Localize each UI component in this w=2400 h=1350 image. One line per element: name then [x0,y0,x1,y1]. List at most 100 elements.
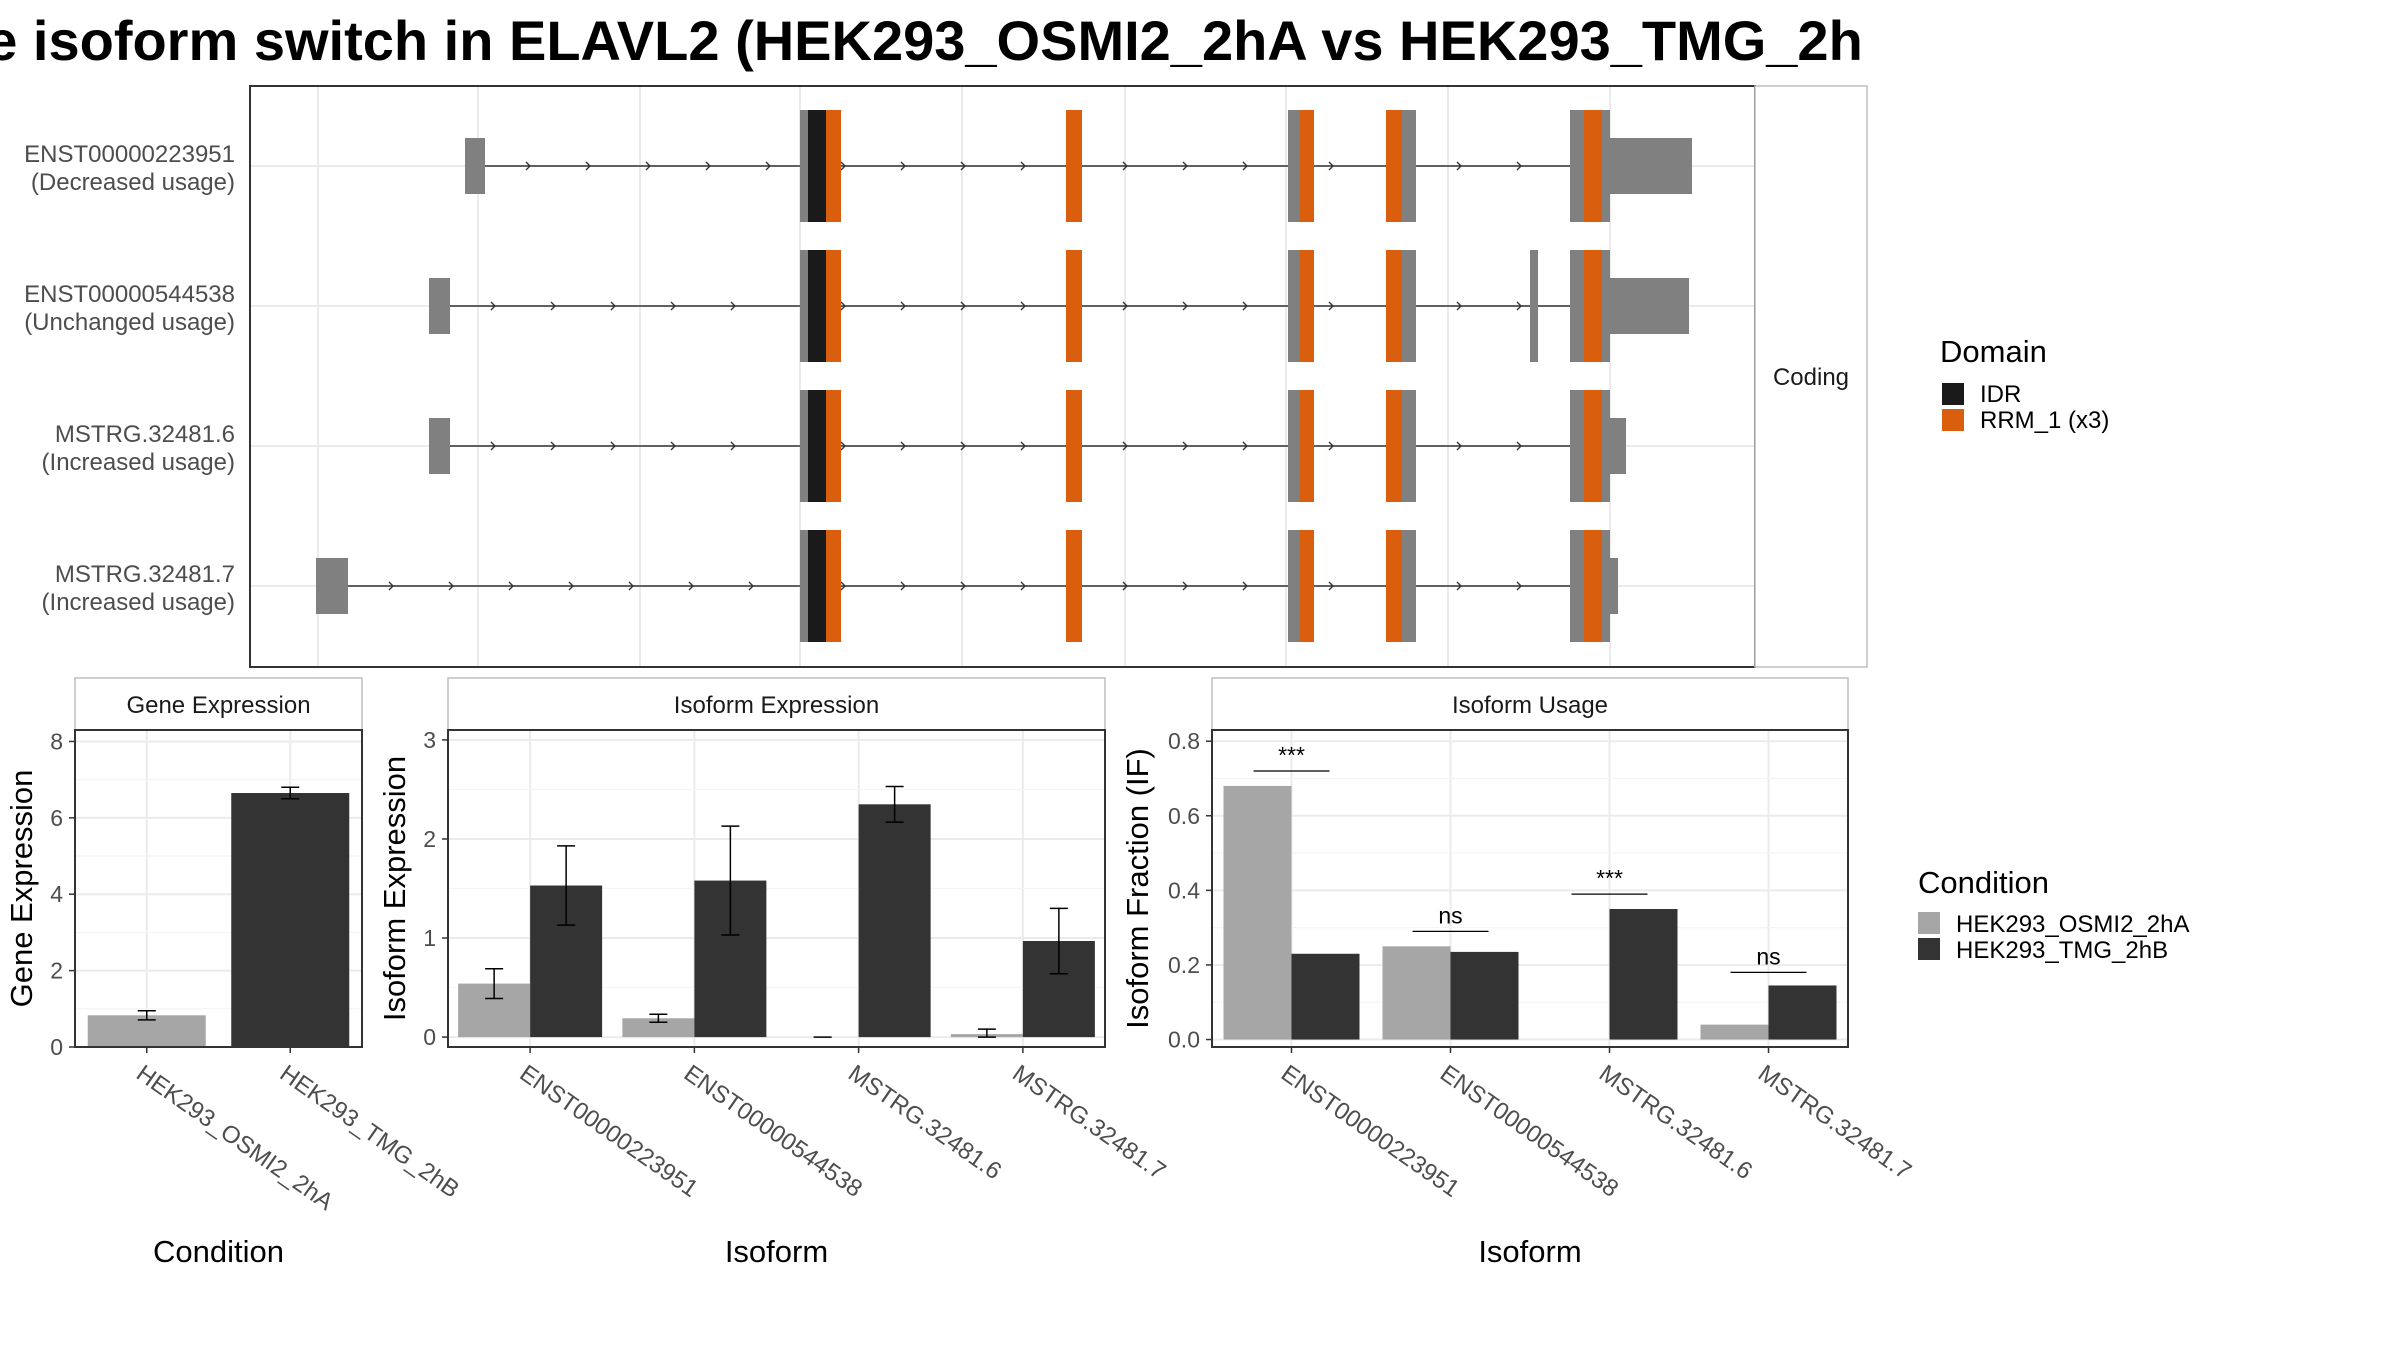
transcript-usage-label: (Decreased usage) [31,169,235,196]
intron-direction-arrow [840,581,846,591]
condition-legend-title: Condition [1918,865,2049,900]
y-tick-label: 0.6 [1168,803,1200,829]
y-axis-title: Isoform Fraction (IF) [1120,748,1155,1029]
facet-strip-label: Isoform Expression [674,692,879,719]
rrm-domain [1066,250,1082,362]
coding-exon [1570,110,1584,222]
x-tick-label: MSTRG.32481.7 [1007,1060,1170,1185]
rrm-domain [1300,110,1314,222]
rrm-domain [1386,250,1402,362]
structure-facet-strip [1754,85,1868,668]
rrm-domain [826,250,841,362]
condition-legend-label: HEK293_OSMI2_2hA [1956,911,2189,938]
utr-exon [1610,138,1692,194]
domain-legend-swatch [1942,383,1964,405]
plot-title: he isoform switch in ELAVL2 (HEK293_OSMI… [0,6,1866,76]
rrm-domain [826,530,841,642]
transcript-usage-label: (Increased usage) [42,589,235,616]
rrm-domain [1584,250,1602,362]
y-axis-title: Gene Expression [4,770,39,1008]
coding-exon [1602,390,1610,502]
bar [1609,909,1678,1040]
rrm-domain [1066,530,1082,642]
x-axis-title: Isoform [725,1234,828,1269]
intron-direction-arrow [1456,161,1462,171]
y-tick-label: 6 [50,805,63,831]
coding-exon [1288,110,1300,222]
utr-exon [1610,558,1618,614]
rrm-domain [1584,110,1602,222]
coding-exon [1402,110,1416,222]
intron-direction-arrow [525,161,531,171]
structure-facet-label: Coding [1773,364,1849,391]
y-tick-label: 0.0 [1168,1027,1200,1053]
y-tick-label: 0.2 [1168,952,1200,978]
rrm-domain [1584,390,1602,502]
transcript-id-label: MSTRG.32481.6 [55,421,235,448]
y-tick-label: 0.8 [1168,728,1200,754]
transcript-usage-label: (Increased usage) [42,449,235,476]
structure-panel-background [250,86,1755,667]
intron-direction-arrow [960,581,966,591]
idr-domain [808,390,826,502]
rrm-domain [1300,530,1314,642]
coding-exon [1602,250,1610,362]
bar [231,793,350,1047]
domain-legend-label: RRM_1 (x3) [1980,407,2109,434]
significance-label: *** [1278,742,1305,768]
coding-exon [1402,250,1416,362]
x-axis-title: Isoform [1478,1234,1581,1269]
intron-direction-arrow [550,441,556,451]
coding-exon [1402,390,1416,502]
rrm-domain [1386,110,1402,222]
bar [1291,953,1360,1040]
coding-exon [1570,530,1584,642]
bar [1768,985,1837,1040]
intron-direction-arrow [1242,441,1248,451]
intron-direction-arrow [1122,301,1128,311]
y-tick-label: 8 [50,728,63,754]
coding-exon [1288,530,1300,642]
rrm-domain [1584,530,1602,642]
intron-direction-arrow [730,301,736,311]
intron-direction-arrow [960,161,966,171]
exon [1530,250,1538,362]
y-tick-label: 0.4 [1168,877,1200,903]
domain-legend-label: IDR [1980,381,2021,408]
x-tick-label: ENST00000223951 [515,1060,703,1203]
exon [465,138,485,194]
panel-border [447,729,1106,1048]
intron-direction-arrow [1122,161,1128,171]
intron-direction-arrow [1516,161,1522,171]
condition-legend-label: HEK293_TMG_2hB [1956,937,2168,964]
intron-direction-arrow [670,301,676,311]
intron-direction-arrow [1328,441,1334,451]
intron-direction-arrow [1516,441,1522,451]
intron-direction-arrow [1242,581,1248,591]
intron-direction-arrow [765,161,771,171]
y-axis-title: Isoform Expression [377,756,412,1021]
intron-direction-arrow [1182,301,1188,311]
intron-direction-arrow [1242,161,1248,171]
intron-direction-arrow [900,301,906,311]
condition-legend-swatch [1918,938,1940,960]
utr-exon [1610,418,1626,474]
intron-direction-arrow [490,441,496,451]
intron-direction-arrow [1516,581,1522,591]
intron-direction-arrow [610,441,616,451]
intron-direction-arrow [1020,581,1026,591]
transcript-id-label: ENST00000223951 [24,141,235,168]
exon [429,278,450,334]
intron-direction-arrow [730,441,736,451]
panel-border [74,729,363,1048]
coding-exon [1602,530,1610,642]
exon [429,418,450,474]
intron-direction-arrow [960,301,966,311]
domain-legend-title: Domain [1940,334,2047,369]
bar [622,1018,695,1038]
intron-direction-arrow [900,441,906,451]
bar [1700,1024,1769,1040]
x-tick-label: MSTRG.32481.7 [1753,1060,1916,1185]
intron-direction-arrow [1182,581,1188,591]
